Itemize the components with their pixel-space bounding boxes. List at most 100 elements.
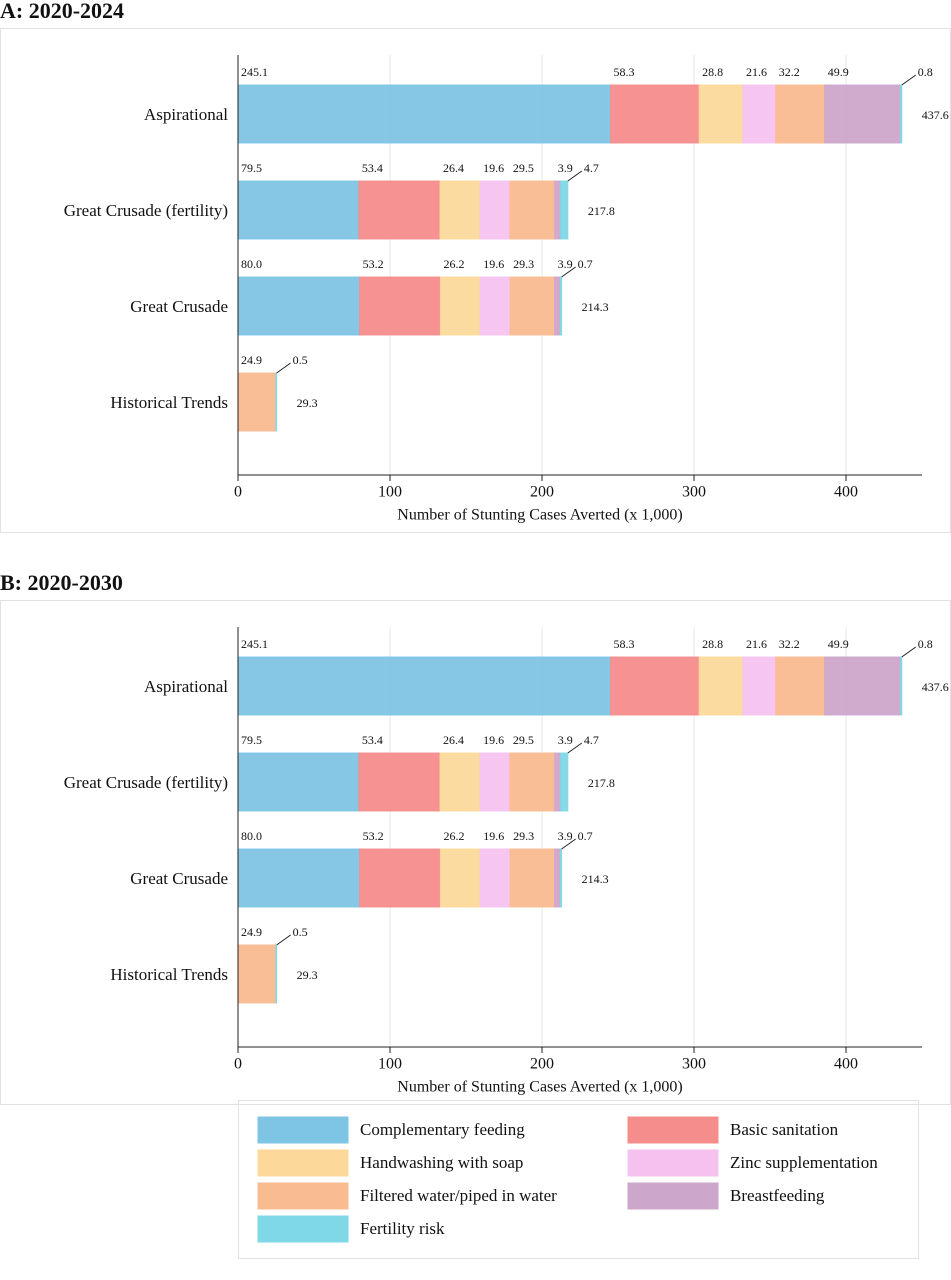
value-label: 29.3	[513, 829, 534, 843]
legend-swatch	[627, 1116, 719, 1144]
bar-segment	[237, 276, 361, 336]
value-label: 245.1	[241, 65, 268, 79]
value-label: 3.9	[558, 733, 573, 747]
value-label: 4.7	[584, 733, 599, 747]
bar-segment	[479, 276, 511, 336]
bar-segment	[554, 752, 562, 812]
legend-label: Basic sanitation	[730, 1120, 839, 1139]
bar-segment	[554, 276, 562, 336]
panel-title: B: 2020-2030	[0, 570, 123, 595]
value-label: 0.7	[578, 257, 593, 271]
value-label: 49.9	[828, 65, 849, 79]
bar-segment	[237, 944, 277, 1004]
x-axis-label: Number of Stunting Cases Averted (x 1,00…	[397, 507, 682, 524]
bar-segment	[900, 656, 903, 716]
value-label: 53.2	[363, 829, 384, 843]
value-label: 0.7	[578, 829, 593, 843]
bar-segment	[742, 84, 777, 144]
total-label: 29.3	[297, 968, 318, 982]
bar-segment	[439, 276, 481, 336]
legend-swatch	[257, 1215, 349, 1243]
value-label: 29.5	[513, 161, 534, 175]
value-label: 53.4	[362, 161, 383, 175]
label-leader	[901, 74, 917, 86]
bar-segment	[237, 656, 612, 716]
x-tick-label: 0	[234, 1056, 242, 1073]
value-label: 28.8	[702, 65, 723, 79]
label-leader	[567, 170, 583, 182]
value-label: 0.5	[293, 925, 308, 939]
legend-label: Fertility risk	[360, 1219, 445, 1238]
bar-segment	[237, 752, 360, 812]
bar-segment	[610, 656, 700, 716]
value-label: 26.4	[443, 733, 464, 747]
value-label: 32.2	[779, 637, 800, 651]
value-label: 3.9	[558, 829, 573, 843]
y-tick-label: Aspirational	[144, 677, 228, 696]
value-label: 19.6	[483, 829, 504, 843]
value-label: 0.5	[293, 353, 308, 367]
value-label: 58.3	[614, 65, 635, 79]
y-tick-label: Great Crusade	[130, 297, 228, 316]
y-tick-label: Great Crusade (fertility)	[64, 201, 228, 220]
x-axis-label: Number of Stunting Cases Averted (x 1,00…	[397, 1079, 682, 1096]
bar-segment	[560, 276, 563, 336]
bar-segment	[698, 84, 744, 144]
bar-segment	[237, 84, 612, 144]
value-label: 28.8	[702, 637, 723, 651]
x-tick-label: 100	[378, 1056, 402, 1073]
value-label: 19.6	[483, 257, 504, 271]
bar-segment	[439, 752, 481, 812]
bar-segment	[237, 372, 277, 432]
total-label: 214.3	[582, 300, 609, 314]
value-label: 0.8	[918, 65, 933, 79]
bar-segment	[275, 944, 278, 1004]
bar-segment	[479, 752, 511, 812]
y-tick-label: Historical Trends	[110, 393, 228, 412]
value-label: 245.1	[241, 637, 268, 651]
value-label: 19.6	[483, 161, 504, 175]
value-label: 80.0	[241, 829, 262, 843]
value-label: 26.2	[443, 257, 464, 271]
bar-segment	[358, 752, 441, 812]
y-tick-label: Aspirational	[144, 105, 228, 124]
bar-segment	[237, 848, 361, 908]
label-leader	[561, 838, 576, 850]
legend-label: Handwashing with soap	[360, 1153, 523, 1172]
label-leader	[901, 646, 917, 658]
bar-segment	[509, 752, 556, 812]
bar-segment	[610, 84, 700, 144]
total-label: 437.6	[922, 108, 949, 122]
total-label: 214.3	[582, 872, 609, 886]
value-label: 29.3	[513, 257, 534, 271]
x-tick-label: 0	[234, 484, 242, 501]
value-label: 24.9	[241, 353, 262, 367]
bar-segment	[824, 84, 902, 144]
label-leader	[276, 934, 291, 946]
value-label: 53.2	[363, 257, 384, 271]
label-leader	[276, 362, 291, 374]
bar-segment	[479, 848, 511, 908]
value-label: 49.9	[828, 637, 849, 651]
bar-segment	[560, 752, 569, 812]
legend-swatch	[257, 1116, 349, 1144]
panel-title: A: 2020-2024	[0, 0, 124, 23]
x-tick-label: 400	[834, 1056, 858, 1073]
x-tick-label: 300	[682, 484, 706, 501]
bar-segment	[560, 848, 563, 908]
total-label: 217.8	[588, 776, 615, 790]
value-label: 29.5	[513, 733, 534, 747]
legend-swatch	[627, 1149, 719, 1177]
bar-segment	[509, 276, 556, 336]
value-label: 24.9	[241, 925, 262, 939]
x-tick-label: 100	[378, 484, 402, 501]
value-label: 21.6	[746, 637, 767, 651]
bar-segment	[560, 180, 569, 240]
bar-segment	[775, 84, 826, 144]
value-label: 3.9	[558, 161, 573, 175]
bar-segment	[900, 84, 903, 144]
legend-swatch	[257, 1149, 349, 1177]
x-tick-label: 200	[530, 484, 554, 501]
value-label: 79.5	[241, 161, 262, 175]
